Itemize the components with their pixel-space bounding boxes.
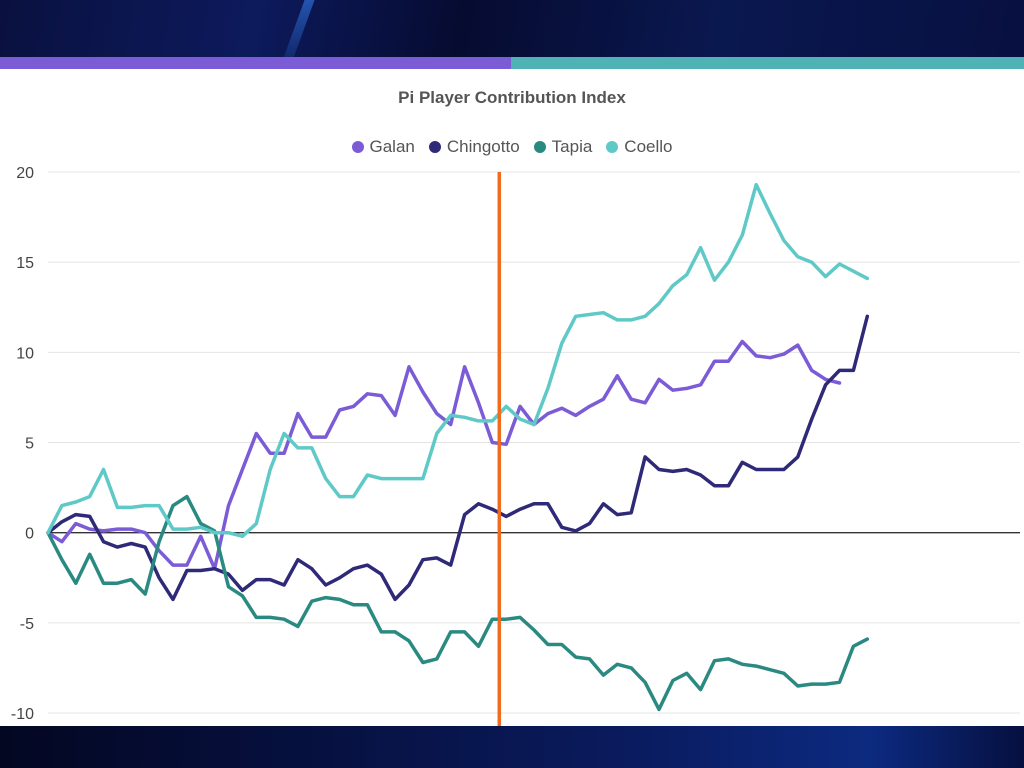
series-line-chingotto (46, 314, 870, 602)
background-bottom (0, 726, 1024, 768)
legend-label-tapia: Tapia (551, 137, 593, 156)
chart-title: Pi Player Contribution Index (398, 88, 626, 107)
legend-label-chingotto: Chingotto (446, 137, 520, 156)
legend-dot-galan (351, 141, 364, 153)
legend-item-galan[interactable]: Galan (351, 137, 415, 157)
legend-item-coello[interactable]: Coello (606, 137, 673, 157)
y-tick-label: 15 (16, 255, 34, 272)
accent-bar-purple (0, 57, 511, 69)
legend-item-tapia[interactable]: Tapia (533, 137, 593, 157)
y-tick-label: 20 (16, 165, 34, 182)
chart-legend: Galan Chingotto Tapia Coello (0, 137, 1024, 157)
legend-dot-tapia (533, 141, 546, 153)
legend-label-galan: Galan (369, 137, 415, 156)
legend-dot-coello (606, 141, 619, 153)
series-line-galan (46, 339, 842, 571)
y-tick-label: -10 (11, 706, 34, 723)
background-top (0, 0, 1024, 58)
y-tick-label: 5 (25, 436, 34, 453)
chart-panel (0, 69, 1024, 726)
legend-label-coello: Coello (624, 137, 673, 156)
series-line-coello (46, 182, 870, 539)
legend-dot-chingotto (428, 141, 441, 153)
series-line-tapia (46, 494, 870, 712)
legend-item-chingotto[interactable]: Chingotto (428, 137, 520, 157)
y-tick-label: 10 (16, 345, 34, 362)
y-tick-label: -5 (20, 616, 34, 633)
accent-bar-teal (511, 57, 1024, 69)
y-tick-label: 0 (25, 526, 34, 543)
